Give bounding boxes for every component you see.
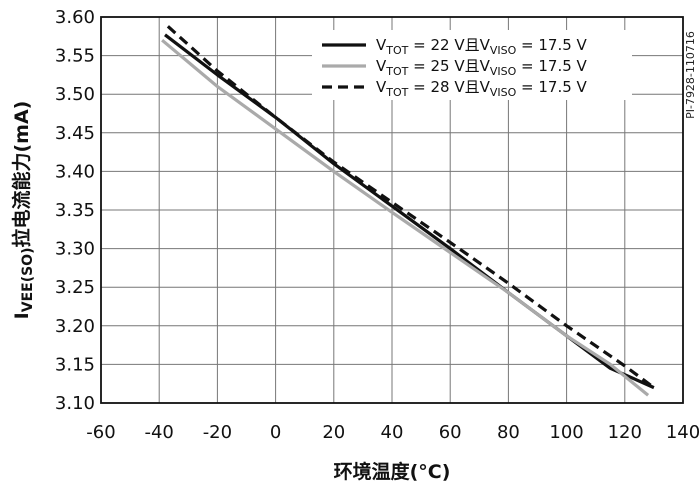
x-tick-label: 80 <box>497 422 520 443</box>
y-tick-label: 3.10 <box>55 393 95 414</box>
y-axis-title-main: I <box>11 312 33 319</box>
x-tick-label: -60 <box>86 422 115 443</box>
x-tick-label: 60 <box>439 422 462 443</box>
y-tick-label: 3.40 <box>55 161 95 182</box>
legend-label-3: VTOT = 28 V且VVISO = 17.5 V <box>376 78 588 99</box>
y-tick-labels: 3.10 3.15 3.20 3.25 3.30 3.35 3.40 3.45 3.50 3.55… <box>55 7 95 414</box>
legend-label-2: VTOT = 25 V且VVISO = 17.5 V <box>376 57 588 78</box>
figure-id: PI-7928-110716 <box>684 31 697 119</box>
x-tick-label: -20 <box>203 422 232 443</box>
x-tick-label: 0 <box>270 422 281 443</box>
series-line-3 <box>166 25 655 389</box>
x-tick-label: -40 <box>144 422 173 443</box>
series-layer <box>161 25 655 397</box>
y-tick-label: 3.60 <box>55 7 95 28</box>
x-tick-label: 120 <box>608 422 642 443</box>
plot-frame <box>100 16 684 404</box>
y-tick-label: 3.35 <box>55 200 95 221</box>
x-tick-label: 20 <box>322 422 345 443</box>
y-tick-label: 3.15 <box>55 354 95 375</box>
x-axis-title: 环境温度(°C) <box>334 460 451 483</box>
x-tick-label: 40 <box>381 422 404 443</box>
y-tick-label: 3.45 <box>55 123 95 144</box>
y-tick-label: 3.30 <box>55 239 95 260</box>
series-line-2 <box>161 38 650 397</box>
y-tick-label: 3.50 <box>55 84 95 105</box>
legend-label-1: VTOT = 22 V且VVISO = 17.5 V <box>376 36 588 57</box>
y-axis-title: IVEE(SO)拉电流能力(mA) <box>10 101 36 320</box>
y-tick-label: 3.55 <box>55 46 95 67</box>
x-tick-labels: -60 -40 -20 0 20 40 60 80 100 120 140 <box>86 422 699 443</box>
y-tick-label: 3.25 <box>55 277 95 298</box>
x-tick-label: 100 <box>549 422 583 443</box>
y-axis-title-subscript: VEE(SO) <box>20 248 36 313</box>
y-tick-label: 3.20 <box>55 316 95 337</box>
x-tick-label: 140 <box>666 422 699 443</box>
y-axis-title-rest: 拉电流能力(mA) <box>10 101 33 248</box>
